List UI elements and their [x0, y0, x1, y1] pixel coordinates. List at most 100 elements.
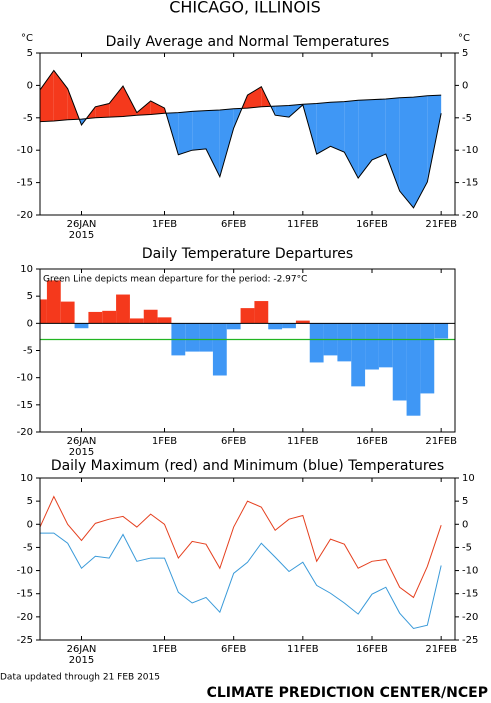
y-tick-label: 10 [20, 473, 33, 484]
x-tick-label: 26JAN [67, 644, 97, 655]
x-tick-label: 26JAN [67, 219, 97, 230]
departure-fill [219, 108, 234, 177]
bar [74, 323, 89, 329]
y-tick-label: -25 [17, 635, 33, 646]
y-tick-label: -5 [23, 346, 33, 357]
y-tick-label: -20 [17, 210, 33, 221]
departure-fill [178, 111, 193, 155]
x-tick-label: 1FEB [152, 644, 177, 655]
footer-credit: CLIMATE PREDICTION CENTER/NCEP [207, 685, 488, 701]
bar [309, 323, 324, 363]
departure-fill [427, 95, 442, 182]
bar [116, 294, 130, 324]
y-tick-label: 0 [462, 80, 468, 91]
y-tick-label: -15 [462, 178, 478, 189]
bar [254, 301, 269, 324]
year-label: 2015 [69, 230, 94, 241]
year-label: 2015 [69, 655, 94, 666]
bar [378, 323, 393, 368]
bar [226, 323, 241, 330]
y-tick-label: -10 [17, 373, 33, 384]
x-tick-label: 16FEB [356, 644, 388, 655]
y-tick-label: 10 [462, 473, 475, 484]
x-tick-label: 16FEB [356, 219, 388, 230]
departure-fill [385, 97, 400, 192]
y-tick-label: -5 [462, 542, 472, 553]
x-tick-label: 1FEB [152, 219, 177, 230]
y-tick-label: -10 [17, 566, 33, 577]
bar [434, 323, 449, 339]
x-tick-label: 21FEB [425, 644, 457, 655]
series-line [40, 532, 442, 629]
page-title: CHICAGO, ILLINOIS [169, 0, 321, 17]
bar [365, 323, 379, 370]
y-tick-label: -20 [17, 427, 33, 438]
x-tick-label: 11FEB [287, 219, 319, 230]
departure-fill [247, 86, 262, 109]
x-tick-label: 26JAN [67, 436, 97, 447]
departure-fill [206, 110, 220, 177]
bar [129, 318, 144, 324]
bar [212, 323, 227, 376]
plot-content: Green Line depicts mean departure for th… [40, 275, 455, 416]
departure-fill [344, 100, 359, 179]
plot-content [39, 69, 442, 209]
bar [46, 280, 61, 324]
y-unit: °C [458, 33, 470, 44]
departure-fill [330, 101, 345, 153]
y-unit: °C [21, 33, 33, 44]
y-tick-label: 0 [462, 519, 468, 530]
bar [157, 317, 172, 324]
x-tick-label: 11FEB [287, 644, 319, 655]
x-tick-label: 1FEB [152, 436, 177, 447]
y-tick-label: 5 [462, 496, 468, 507]
panel-title: Daily Temperature Departures [142, 246, 353, 262]
y-tick-label: -15 [17, 178, 33, 189]
bar [282, 323, 296, 329]
plot-frame [39, 52, 456, 216]
y-tick-label: 0 [27, 318, 33, 329]
departure-fill [53, 70, 68, 122]
y-tick-label: -25 [462, 635, 478, 646]
x-tick-label: 21FEB [425, 219, 457, 230]
departure-fill [399, 97, 414, 208]
bar [392, 323, 407, 401]
y-tick-label: -10 [17, 145, 33, 156]
y-tick-label: -15 [462, 589, 478, 600]
bar [295, 320, 310, 324]
y-tick-label: 0 [27, 80, 33, 91]
x-tick-label: 6FEB [221, 219, 246, 230]
y-tick-label: 5 [462, 48, 468, 59]
plot-content [39, 495, 442, 629]
departure-fill [150, 100, 165, 115]
y-tick-label: 0 [27, 519, 33, 530]
x-tick-label: 6FEB [221, 644, 246, 655]
annotation: Green Line depicts mean departure for th… [43, 275, 307, 285]
footer-note: Data updated through 21 FEB 2015 [0, 673, 160, 683]
departure-fill [358, 99, 372, 179]
bar [199, 323, 213, 352]
series-line [39, 69, 442, 209]
y-tick-label: -5 [23, 113, 33, 124]
departure-fill [413, 95, 428, 208]
departure-fill [372, 99, 386, 160]
departure-fill [40, 70, 54, 122]
y-tick-label: -20 [17, 612, 33, 623]
y-tick-label: -15 [17, 400, 33, 411]
departure-fill [95, 103, 110, 118]
bar [240, 308, 255, 324]
departure-fill [316, 102, 331, 155]
y-tick-label: -15 [17, 589, 33, 600]
bar [406, 323, 421, 416]
bar [143, 309, 158, 324]
y-tick-label: -5 [23, 542, 33, 553]
plot-frame [39, 477, 456, 641]
y-tick-label: -20 [462, 210, 478, 221]
bar [102, 310, 117, 324]
bar [337, 323, 352, 362]
bar [420, 323, 435, 394]
panel-title: Daily Maximum (red) and Minimum (blue) T… [51, 458, 444, 474]
y-tick-label: -10 [462, 145, 478, 156]
y-tick-label: 5 [27, 291, 33, 302]
panel-title: Daily Average and Normal Temperatures [106, 34, 390, 50]
